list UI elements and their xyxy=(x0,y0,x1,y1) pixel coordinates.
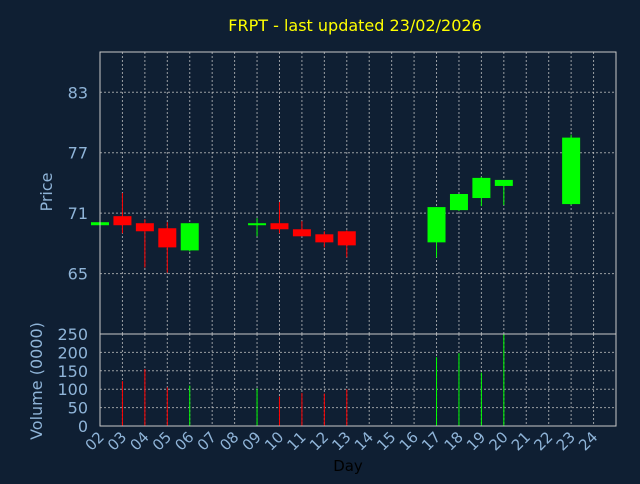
candle-body xyxy=(292,229,311,237)
candle-body xyxy=(248,223,267,226)
chart-title: FRPT - last updated 23/02/2026 xyxy=(228,16,481,35)
candle-18 xyxy=(449,194,468,212)
candle-04 xyxy=(135,219,154,268)
volume-plot-frame xyxy=(99,333,617,427)
candle-23 xyxy=(562,134,581,206)
candle-body xyxy=(427,207,446,243)
plot-frames xyxy=(99,51,617,427)
candle-11 xyxy=(292,221,311,237)
volume-axis-label: Volume (0000) xyxy=(27,322,46,440)
volume-tick-label: 250 xyxy=(57,325,88,344)
x-axis-label: Day xyxy=(333,457,363,475)
candle-body xyxy=(158,228,177,248)
x-tick-label: 24 xyxy=(575,428,601,454)
candle-09 xyxy=(248,218,267,237)
candle-body xyxy=(562,137,581,205)
volume-tick-label: 200 xyxy=(57,343,88,362)
price-tick-label: 71 xyxy=(68,204,88,223)
candle-body xyxy=(337,231,356,246)
candle-06 xyxy=(180,223,199,252)
candle-03 xyxy=(113,193,132,234)
volume-tick-label: 50 xyxy=(68,399,88,418)
volume-bars xyxy=(121,334,505,426)
x-tick-labels: 0203040506070809101112131415161718192021… xyxy=(82,428,602,454)
candle-body xyxy=(494,179,513,186)
candle-13 xyxy=(337,230,356,258)
candle-17 xyxy=(427,207,446,258)
candle-body xyxy=(135,223,154,232)
candle-body xyxy=(270,223,289,230)
candles xyxy=(91,134,581,273)
candle-10 xyxy=(270,202,289,234)
volume-tick-label: 0 xyxy=(78,417,88,436)
price-tick-label: 83 xyxy=(68,83,88,102)
candle-12 xyxy=(315,231,334,248)
candle-20 xyxy=(494,179,513,206)
candle-body xyxy=(180,223,199,251)
price-tick-labels: 65 71 77 83 xyxy=(68,83,88,283)
price-plot-frame xyxy=(99,51,617,335)
candle-19 xyxy=(472,176,491,207)
candle-05 xyxy=(158,222,177,273)
price-grid xyxy=(100,52,616,334)
volume-tick-label: 100 xyxy=(57,380,88,399)
price-tick-label: 77 xyxy=(68,144,88,163)
candle-body xyxy=(315,234,334,243)
candle-body xyxy=(449,194,468,211)
candle-body xyxy=(472,177,491,199)
price-axis-label: Price xyxy=(37,172,56,211)
price-tick-label: 65 xyxy=(68,265,88,284)
volume-tick-label: 150 xyxy=(57,362,88,381)
candle-body xyxy=(113,216,132,226)
volume-grid xyxy=(100,334,616,426)
